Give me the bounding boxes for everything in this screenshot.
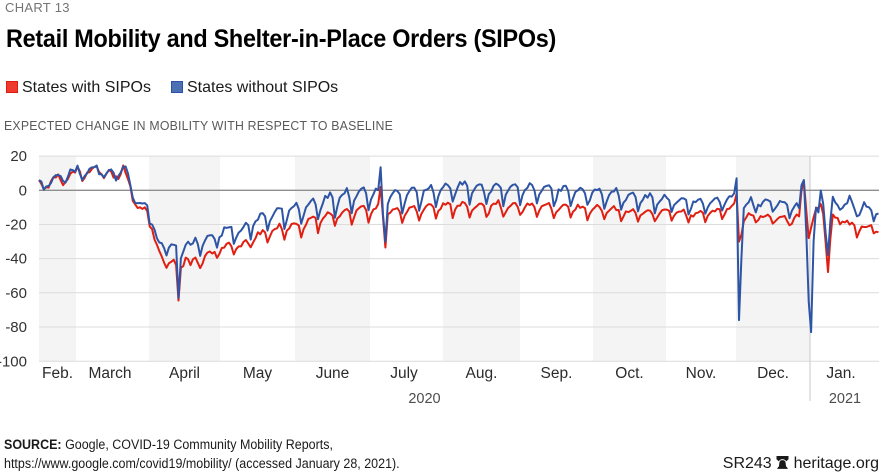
svg-text:April: April (169, 365, 200, 382)
svg-text:-60: -60 (5, 285, 27, 302)
svg-text:-20: -20 (5, 217, 27, 234)
svg-text:2020: 2020 (408, 391, 440, 407)
svg-text:-40: -40 (5, 251, 27, 268)
svg-text:0: 0 (19, 182, 27, 199)
svg-text:Dec.: Dec. (757, 365, 789, 382)
svg-text:-100: -100 (0, 353, 27, 370)
svg-text:-80: -80 (5, 319, 27, 336)
svg-text:Nov.: Nov. (686, 365, 717, 382)
svg-text:May: May (243, 365, 273, 382)
svg-text:20: 20 (10, 148, 27, 165)
svg-text:Feb.: Feb. (42, 365, 73, 382)
svg-text:July: July (390, 365, 418, 382)
svg-text:March: March (88, 365, 131, 382)
svg-text:Oct.: Oct. (615, 365, 643, 382)
svg-text:Jan.: Jan. (826, 365, 855, 382)
svg-text:June: June (316, 365, 350, 382)
svg-text:Aug.: Aug. (466, 365, 498, 382)
svg-text:2021: 2021 (829, 391, 861, 407)
svg-text:Sep.: Sep. (541, 365, 573, 382)
